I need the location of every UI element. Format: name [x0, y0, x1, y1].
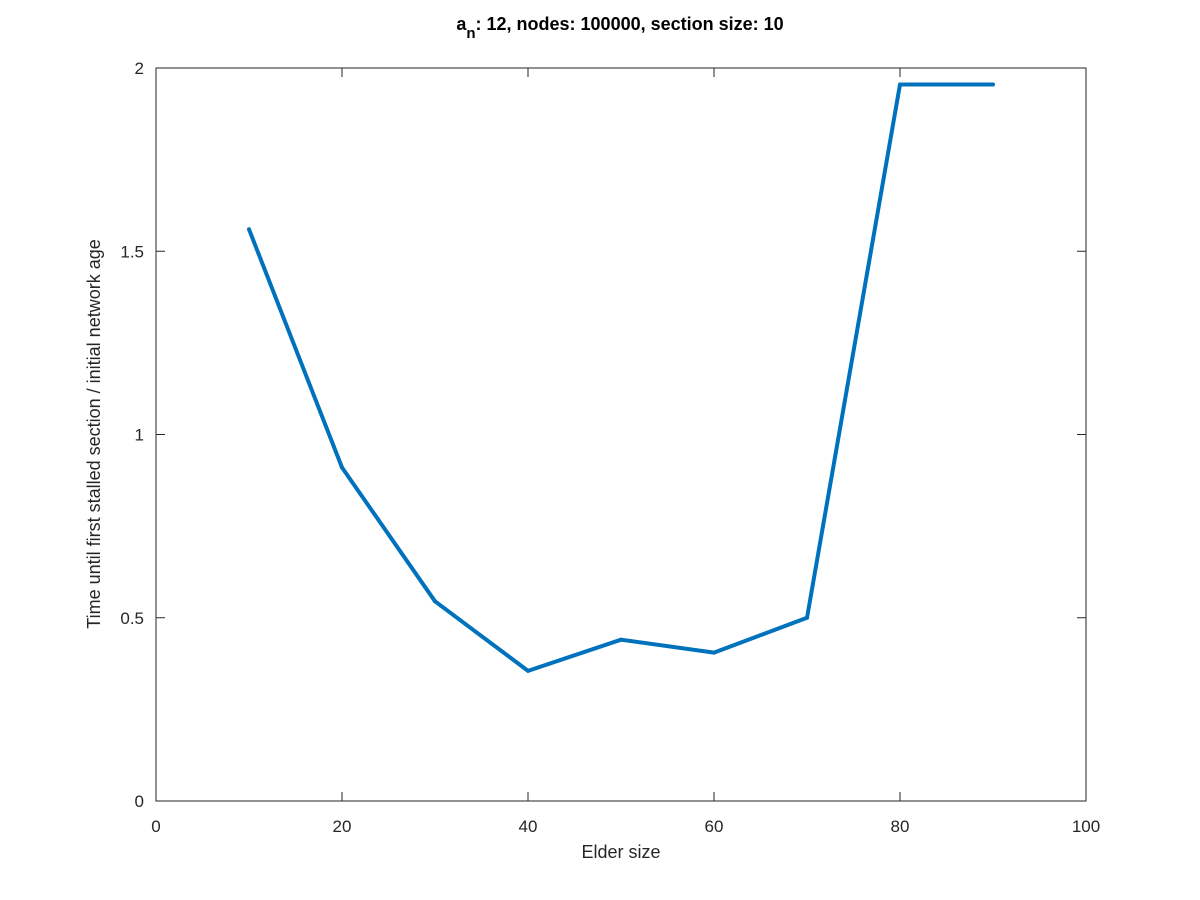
data-point: [247, 227, 251, 232]
series-layer: [247, 82, 995, 673]
x-axis-ticks: 0 20 40 60 80 100: [151, 68, 1100, 836]
data-point: [619, 637, 623, 642]
x-tick-label: 100: [1072, 817, 1100, 836]
y-tick-label: 1.5: [120, 242, 144, 261]
title-rest: : 12, nodes: 100000, section size: 10: [476, 14, 784, 34]
data-point: [433, 599, 437, 604]
data-point: [712, 650, 716, 655]
y-tick-label: 0.5: [120, 609, 144, 628]
x-tick-label: 40: [519, 817, 538, 836]
y-tick-label: 2: [135, 59, 144, 78]
y-tick-label: 1: [135, 426, 144, 445]
y-axis-ticks: 0 0.5 1 1.5 2: [120, 59, 1086, 811]
x-tick-label: 80: [891, 817, 910, 836]
y-axis-label: Time until first stalled section / initi…: [84, 239, 104, 629]
x-axis-label: Elder size: [581, 842, 660, 862]
data-point: [898, 82, 902, 87]
x-tick-label: 60: [705, 817, 724, 836]
data-point: [526, 668, 530, 673]
chart-title: an: 12, nodes: 100000, section size: 10: [456, 14, 783, 42]
x-tick-label: 20: [333, 817, 352, 836]
data-point: [805, 615, 809, 620]
data-point: [340, 465, 344, 470]
x-tick-label: 0: [151, 817, 160, 836]
data-point: [991, 82, 995, 87]
y-tick-label: 0: [135, 792, 144, 811]
plot-area: [155, 67, 1087, 802]
title-prefix: a: [456, 14, 467, 34]
title-subscript: n: [466, 25, 475, 42]
